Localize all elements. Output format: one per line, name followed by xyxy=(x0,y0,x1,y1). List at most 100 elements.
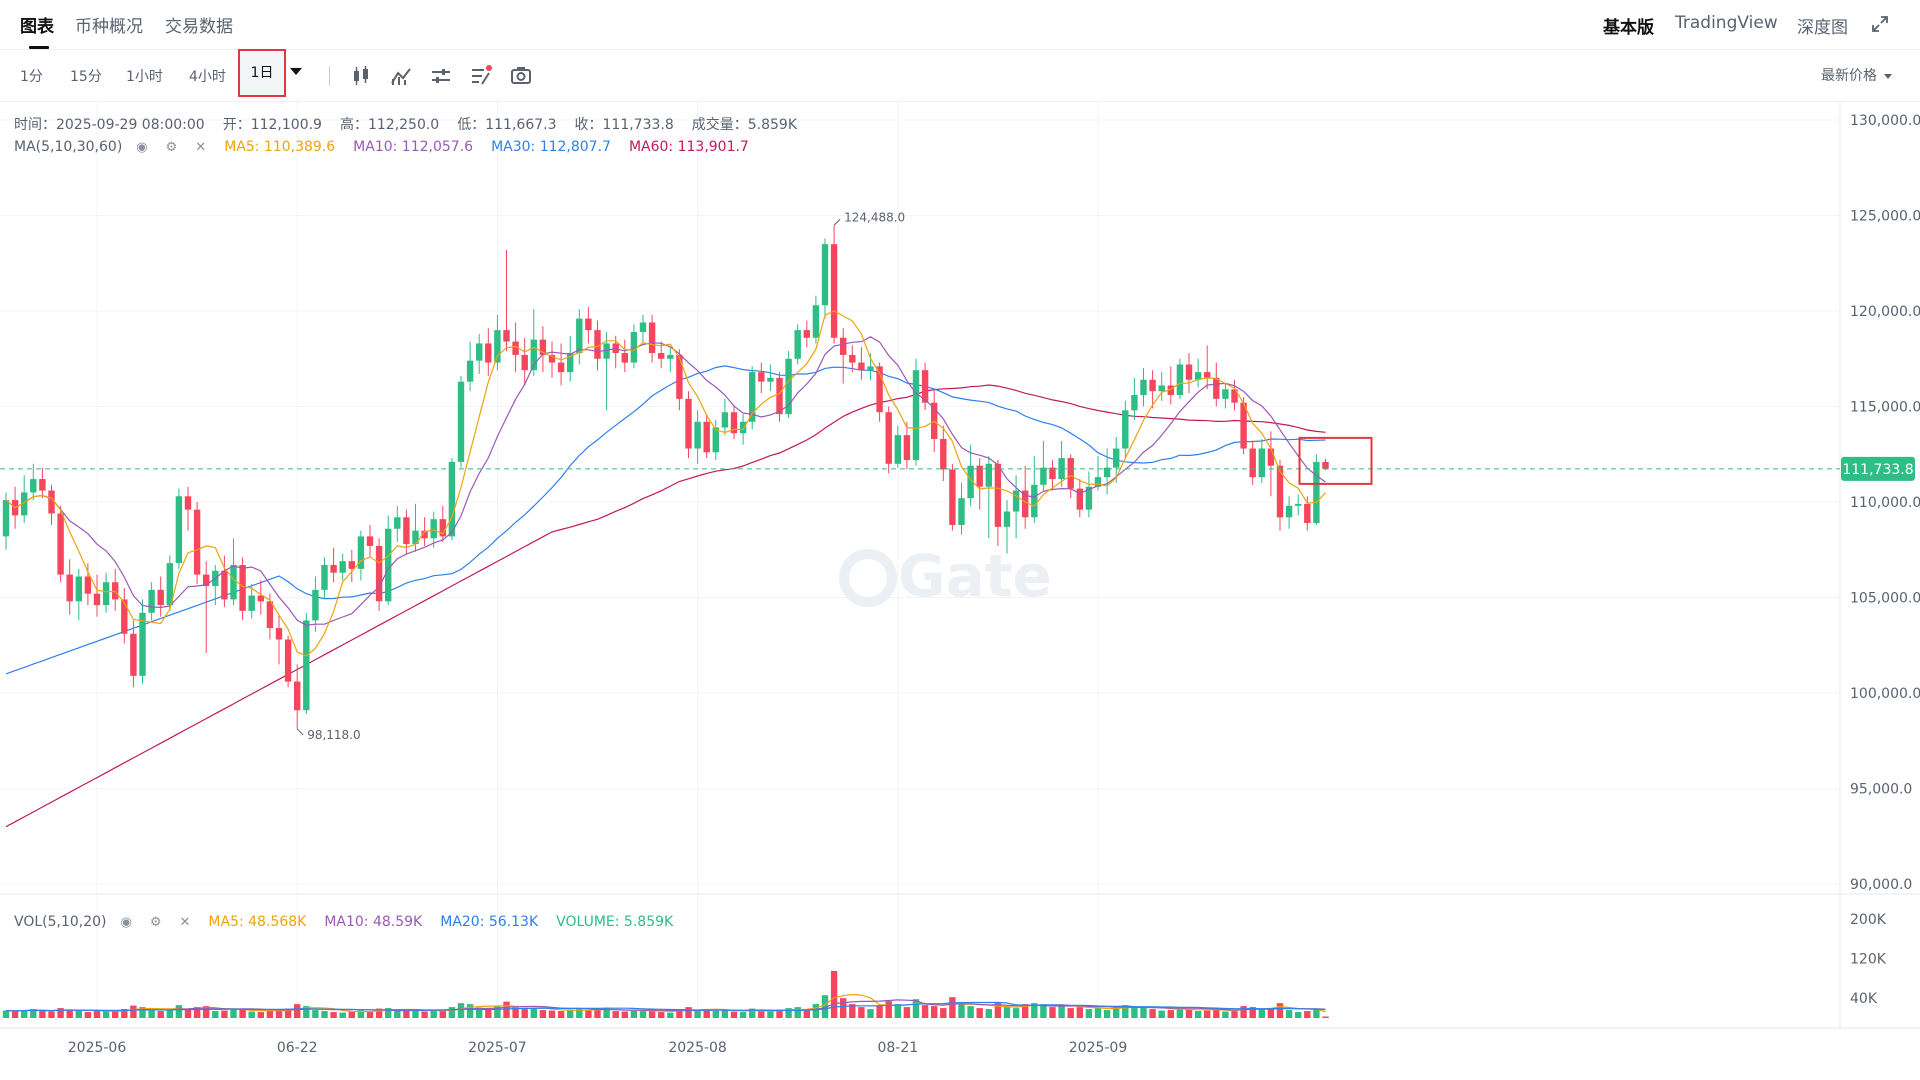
volume-bar xyxy=(84,1012,92,1018)
last-price-label: 111,733.8 xyxy=(1842,462,1913,478)
candle xyxy=(1040,467,1047,485)
date-tick-label: 2025-06 xyxy=(68,1040,127,1056)
volume-bar xyxy=(1140,1007,1147,1018)
volume-bar xyxy=(157,1011,164,1018)
interval-4h[interactable]: 4小时 xyxy=(189,69,226,85)
volume-bar xyxy=(803,1010,810,1018)
tradingview-toggle[interactable]: TradingView xyxy=(1675,13,1778,33)
volume-bar xyxy=(1149,1009,1156,1018)
candle xyxy=(102,582,110,606)
volume-bar xyxy=(476,1007,483,1018)
settings-icon[interactable]: ⚙ xyxy=(149,915,162,930)
candle xyxy=(457,381,465,462)
candle xyxy=(712,427,719,453)
depth-chart-toggle[interactable]: 深度图 xyxy=(1797,18,1848,38)
candle xyxy=(885,412,892,464)
volume-bar xyxy=(530,1008,537,1018)
info-high: 高：112,250.0 xyxy=(339,117,440,133)
candle xyxy=(1076,488,1083,510)
close-icon[interactable]: ✕ xyxy=(179,915,191,930)
volume-bar xyxy=(1276,1003,1284,1018)
candle xyxy=(585,318,592,331)
info-volume: 成交量：5.859K xyxy=(691,117,798,133)
candle xyxy=(1085,486,1093,510)
volume-bar xyxy=(858,1007,865,1018)
info-close: 收：111,733.8 xyxy=(574,117,674,133)
volume-bar xyxy=(2,1010,10,1018)
chart-toolbar xyxy=(0,50,1920,102)
tab-chart[interactable]: 图表 xyxy=(20,17,54,37)
volume-bar xyxy=(366,1011,374,1018)
price-tick-label: 125,000.0 xyxy=(1850,209,1920,225)
settings-icon[interactable]: ⚙ xyxy=(165,140,178,155)
camera-icon[interactable] xyxy=(510,65,532,87)
candle xyxy=(867,366,874,371)
volume-bar xyxy=(730,1011,738,1018)
close-icon[interactable]: ✕ xyxy=(195,140,207,155)
volume-bar xyxy=(303,1006,310,1018)
volume-bar xyxy=(1040,1004,1047,1018)
indicator-icon[interactable] xyxy=(390,65,412,87)
candle xyxy=(157,589,164,606)
eye-icon[interactable]: ◉ xyxy=(120,915,132,930)
fullscreen-icon[interactable] xyxy=(1871,15,1889,33)
candle xyxy=(430,519,437,539)
volume-bar xyxy=(1240,1006,1247,1018)
volume-bar xyxy=(1031,1003,1038,1018)
info-low: 低：111,667.3 xyxy=(457,117,557,133)
candle xyxy=(958,498,965,525)
candle xyxy=(1031,484,1038,518)
volume-bar xyxy=(721,1010,729,1018)
volume-bar xyxy=(685,1007,692,1018)
volume-bar xyxy=(57,1008,64,1018)
volume-bar xyxy=(1176,1008,1184,1018)
basic-version-toggle[interactable]: 基本版 xyxy=(1603,18,1654,38)
volume-bar xyxy=(876,1005,883,1018)
last-price-tag xyxy=(1841,456,1915,481)
interval-1h[interactable]: 1小时 xyxy=(126,69,163,85)
candle xyxy=(439,519,446,537)
interval-15m[interactable]: 15分 xyxy=(70,69,102,85)
vol-ma10-value: MA10: 48.59K xyxy=(324,914,423,930)
tab-coin-overview[interactable]: 币种概况 xyxy=(75,17,143,37)
candle xyxy=(639,322,647,333)
interval-1m[interactable]: 1分 xyxy=(20,69,43,85)
volume-bar xyxy=(30,1009,37,1018)
candle xyxy=(503,330,510,342)
volume-bar xyxy=(284,1008,292,1018)
candle xyxy=(567,353,574,373)
date-tick-label: 2025-08 xyxy=(668,1040,727,1056)
settings-sliders-icon[interactable] xyxy=(430,65,452,87)
volume-bar xyxy=(1122,1005,1129,1018)
ma-legend: MA(5,10,30,60) ◉ ⚙ ✕ MA5: 110,389.6 MA10: 112… xyxy=(14,139,767,155)
drawing-tools-icon[interactable] xyxy=(470,65,492,87)
candle xyxy=(412,530,419,545)
interval-dropdown-icon[interactable] xyxy=(290,68,302,75)
volume-bar xyxy=(1103,1010,1111,1018)
volume-bar xyxy=(885,1001,892,1018)
volume-bar xyxy=(903,1007,911,1018)
tab-trade-data[interactable]: 交易数据 xyxy=(165,17,233,37)
candle-type-icon[interactable] xyxy=(350,65,372,87)
volume-bar xyxy=(412,1011,419,1018)
price-type-select[interactable]: 最新价格 xyxy=(1821,65,1892,85)
candle xyxy=(1222,389,1229,399)
eye-icon[interactable]: ◉ xyxy=(136,140,148,155)
volume-bar xyxy=(585,1009,592,1018)
volume-bar xyxy=(275,1009,283,1018)
candle xyxy=(894,435,901,464)
candle xyxy=(303,620,310,711)
volume-bar xyxy=(1131,1006,1138,1018)
volume-bar xyxy=(894,1004,901,1018)
volume-bar xyxy=(1012,1008,1020,1018)
volume-bar xyxy=(257,1012,264,1018)
interval-1d[interactable]: 1日 xyxy=(238,49,286,97)
volume-bar xyxy=(375,1008,383,1018)
candle xyxy=(821,244,829,306)
volume-bar xyxy=(39,1011,46,1018)
candle xyxy=(1131,395,1138,411)
volume-bar xyxy=(1285,1010,1293,1018)
candle xyxy=(93,593,101,606)
